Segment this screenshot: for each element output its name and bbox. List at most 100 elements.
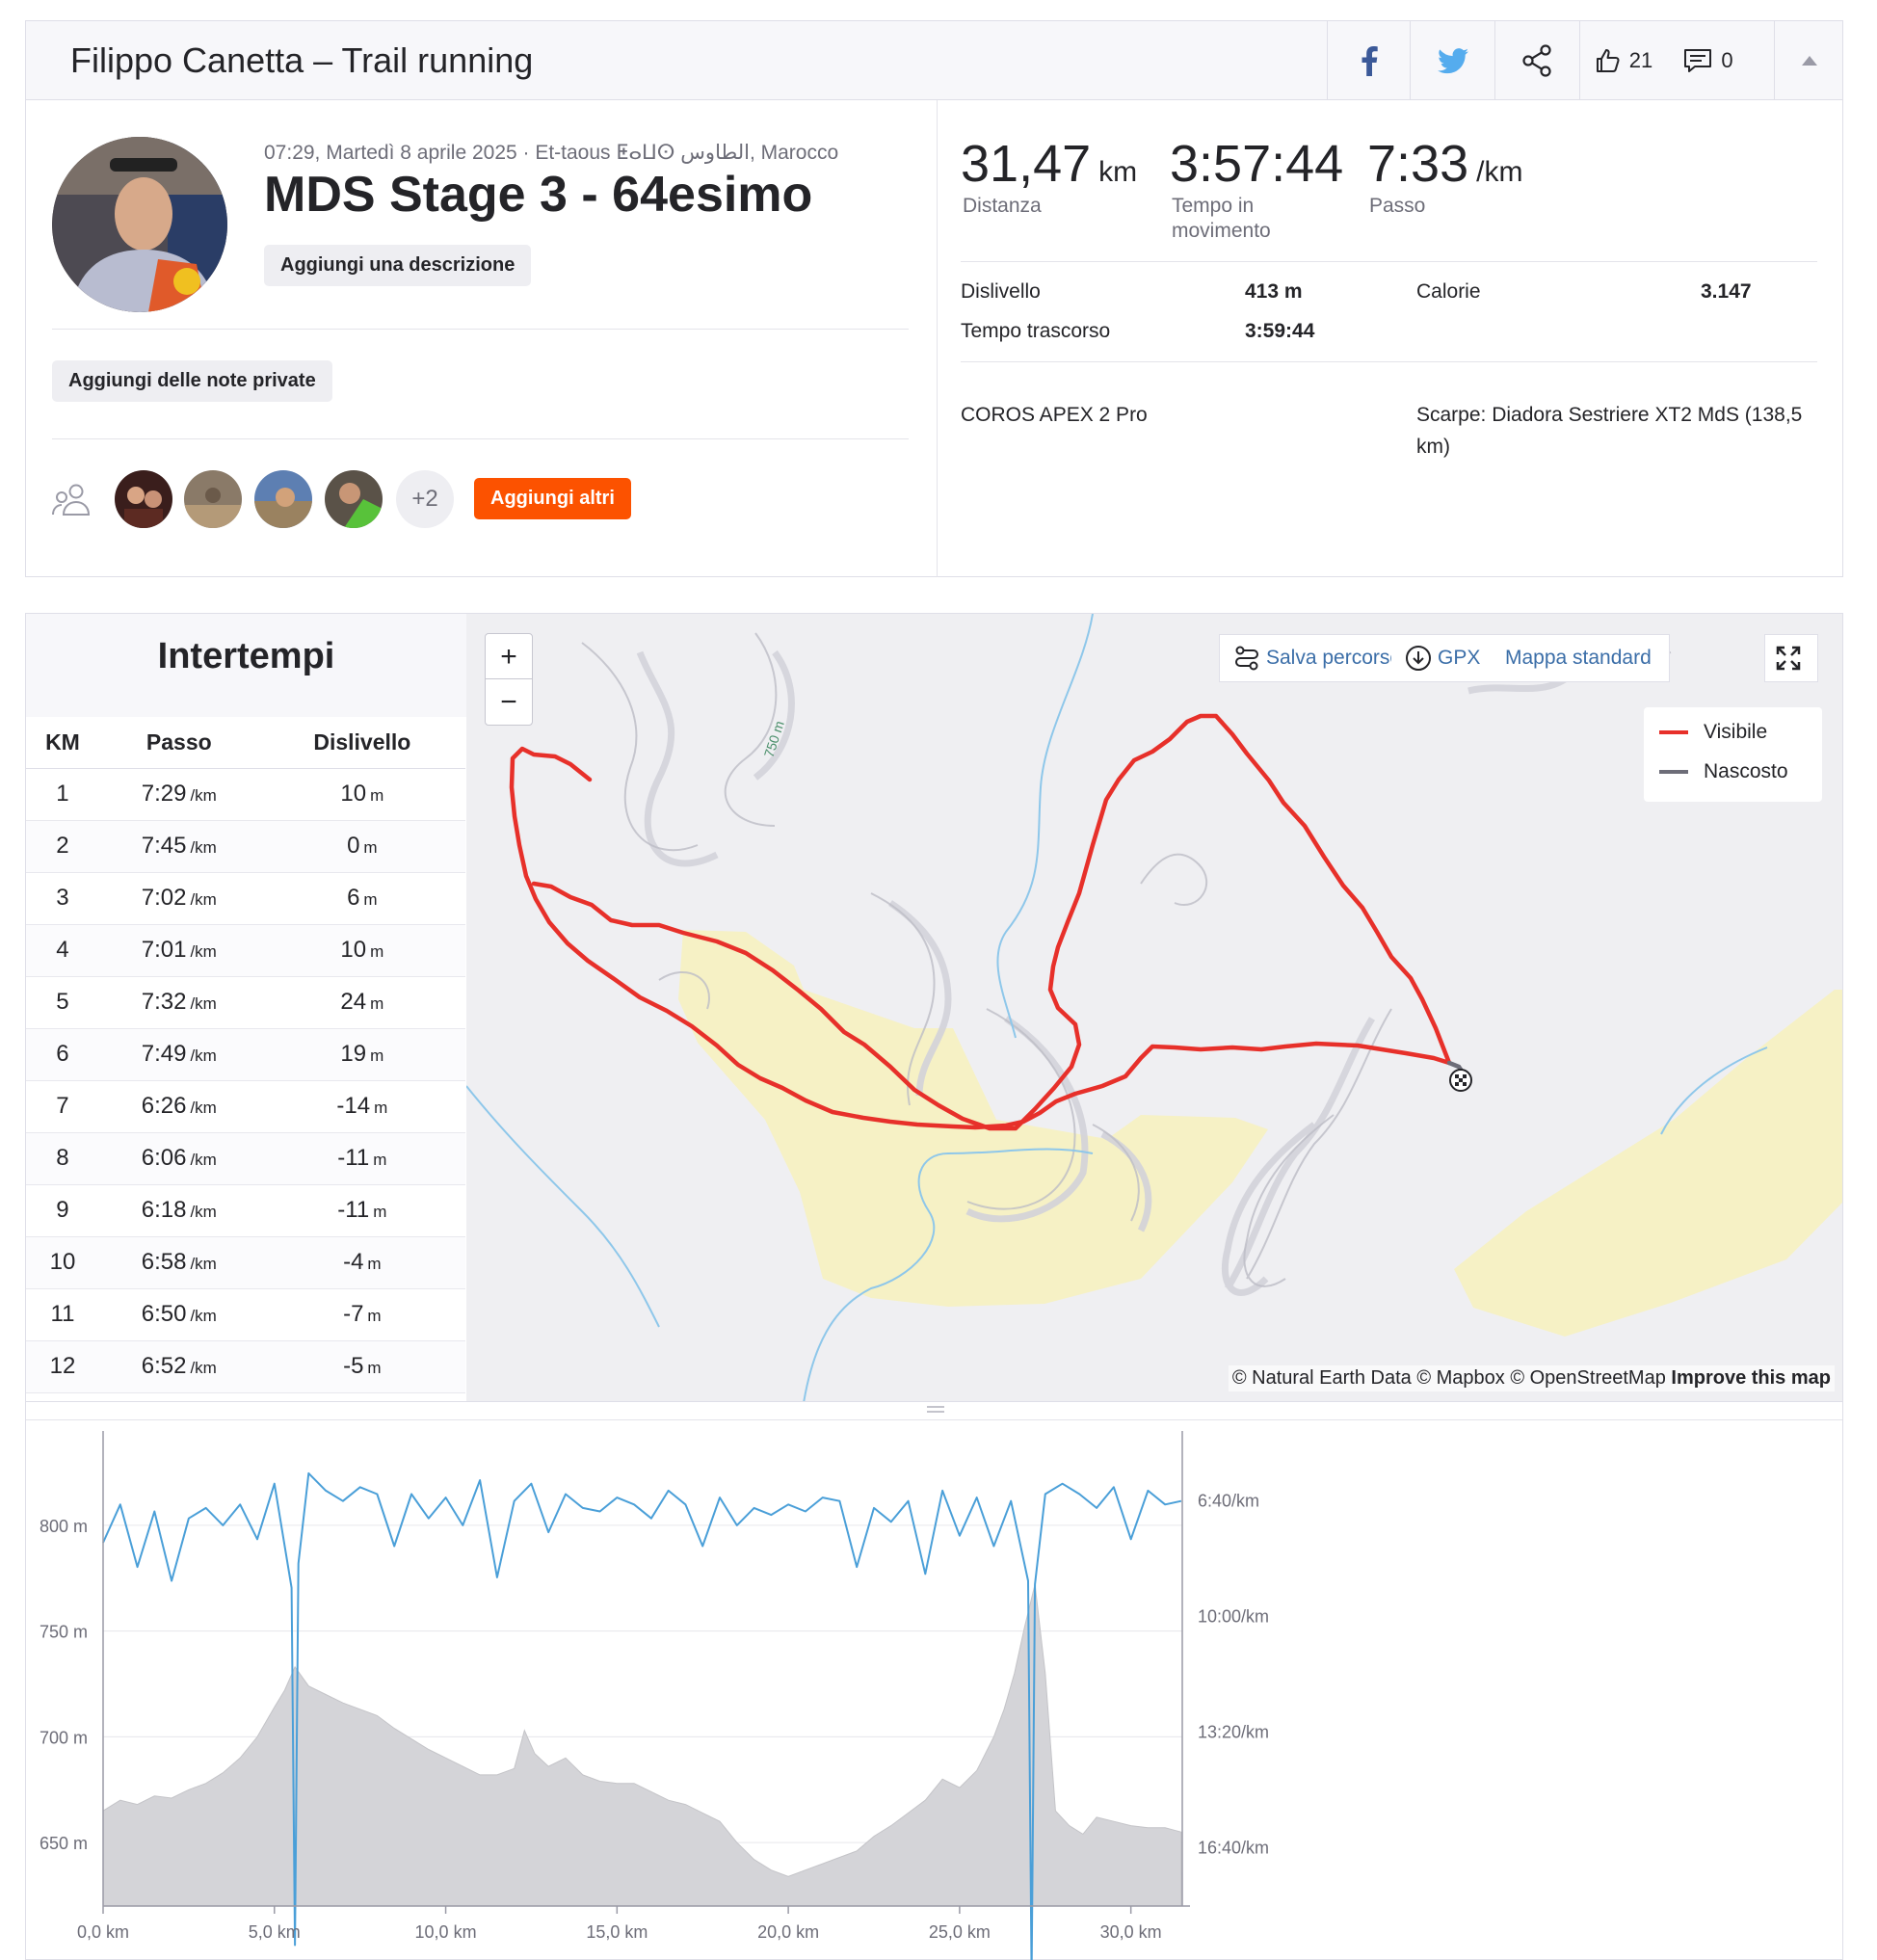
kudos-button[interactable]: 21 [1579, 21, 1666, 100]
map-style-label: Mappa standard [1505, 647, 1652, 669]
split-pace-value: 6:52 [141, 1353, 187, 1379]
improve-map-link[interactable]: Improve this map [1671, 1367, 1831, 1389]
column-divider [937, 100, 938, 577]
splits-title: Intertempi [26, 614, 466, 717]
map-canvas[interactable]: 750 m [466, 614, 1843, 1402]
split-elevation-unit: m [367, 1307, 382, 1325]
attribution-text: © Natural Earth Data © Mapbox © OpenStre… [1231, 1367, 1666, 1389]
splits-rows: 1 7:29/km 10 m 2 7:45/km 0 m 3 7:02/km 6 m 4 7:01/km 1… [26, 768, 465, 1393]
collapse-button[interactable] [1774, 21, 1843, 100]
split-elevation-unit: m [367, 1255, 382, 1273]
resize-handle[interactable] [927, 1406, 944, 1413]
split-pace-value: 7:45 [141, 833, 187, 859]
gpx-button[interactable]: GPX [1391, 634, 1495, 682]
y-tick-label: 650 m [40, 1834, 88, 1853]
route-icon [1235, 646, 1258, 671]
split-pace-value: 6:18 [141, 1197, 187, 1223]
table-row: 7 6:26/km -14 m [26, 1080, 465, 1133]
distance-label: Distanza [963, 195, 1042, 217]
download-icon [1406, 646, 1431, 671]
split-km: 2 [26, 820, 99, 873]
group-athlete-photo [325, 470, 383, 528]
fullscreen-button[interactable] [1764, 634, 1818, 682]
split-elevation-value: 6 [347, 885, 360, 911]
sand-area [678, 930, 1268, 1307]
shoes-info[interactable]: Scarpe: Diadora Sestriere XT2 MdS (138,5… [1416, 404, 1803, 458]
zoom-in-button[interactable]: + [486, 634, 532, 679]
legend-label: Nascosto [1704, 760, 1788, 782]
zoom-control: + − [485, 633, 533, 726]
split-pace: 6:58/km [98, 1236, 259, 1289]
moving-time-stat: 3:57:44 [1170, 134, 1343, 194]
group-athlete-avatar[interactable] [325, 470, 383, 528]
elevation-pace-chart[interactable]: 800 m 750 m 700 m 650 m 6:40/km 10:00/km 13:20… [26, 1402, 1842, 1960]
kudos-count: 21 [1628, 48, 1653, 72]
split-pace-unit: /km [190, 1099, 217, 1117]
finish-flag-icon[interactable] [1449, 1069, 1472, 1092]
split-pace-unit: /km [190, 838, 217, 857]
route-visible-line[interactable] [531, 713, 1452, 1131]
route-visible-line[interactable] [509, 746, 1452, 1130]
split-pace: 6:52/km [98, 1340, 259, 1393]
split-elevation-value: -4 [343, 1249, 364, 1275]
split-pace: 6:06/km [98, 1132, 259, 1185]
elevation-area [102, 1584, 1182, 1907]
divider [52, 329, 909, 330]
split-km: 11 [26, 1288, 99, 1341]
map-attribution[interactable]: © Natural Earth Data © Mapbox © OpenStre… [1228, 1365, 1835, 1391]
group-athlete-avatar[interactable] [115, 470, 172, 528]
save-route-button[interactable]: Salva percorso [1219, 634, 1416, 682]
share-icon [1521, 44, 1551, 77]
legend-item-hidden: Nascosto [1659, 760, 1788, 783]
split-elevation-value: 24 [340, 989, 367, 1015]
split-elevation: -4 m [258, 1236, 465, 1289]
split-elevation-unit: m [370, 994, 384, 1013]
comments-count: 0 [1721, 48, 1733, 72]
split-elevation-unit: m [373, 1203, 387, 1221]
table-row: 9 6:18/km -11 m [26, 1184, 465, 1237]
athlete-avatar[interactable] [52, 137, 227, 312]
group-athlete-photo [254, 470, 312, 528]
table-row: 6 7:49/km 19 m [26, 1028, 465, 1081]
more-athletes-badge[interactable]: +2 [396, 470, 454, 528]
add-description-button[interactable]: Aggiungi una descrizione [264, 245, 532, 286]
add-others-button[interactable]: Aggiungi altri [474, 478, 631, 519]
facebook-share-button[interactable] [1327, 21, 1410, 100]
calories-label: Calorie [1416, 280, 1481, 303]
split-elevation-value: -11 [337, 1145, 370, 1171]
split-elevation: -11 m [258, 1184, 465, 1237]
moving-time-label: Tempo in movimento [1172, 195, 1271, 242]
y2-tick-label: 16:40/km [1198, 1839, 1269, 1858]
add-private-notes-button[interactable]: Aggiungi delle note private [52, 360, 332, 402]
split-pace-value: 7:02 [141, 885, 187, 911]
y-tick-label: 800 m [40, 1517, 88, 1536]
zoom-out-button[interactable]: − [500, 686, 517, 718]
split-pace: 7:49/km [98, 1028, 259, 1081]
activity-summary-card: Filippo Canetta – Trail running 21 0 [25, 20, 1843, 577]
split-pace-value: 7:01 [141, 937, 187, 963]
distance-value: 31,47 [961, 135, 1092, 193]
legend-swatch [1659, 770, 1688, 774]
comments-button[interactable]: 0 [1666, 21, 1751, 100]
pace-line [102, 1471, 1182, 1960]
split-elevation: -11 m [258, 1132, 465, 1185]
table-row: 2 7:45/km 0 m [26, 820, 465, 873]
map-style-dropdown[interactable]: Mappa standard [1492, 634, 1670, 682]
split-elevation-value: 10 [340, 937, 367, 963]
group-athlete-avatar[interactable] [184, 470, 242, 528]
twitter-share-button[interactable] [1410, 21, 1494, 100]
split-pace-unit: /km [190, 1046, 217, 1065]
split-elevation: -14 m [258, 1080, 465, 1133]
split-pace-unit: /km [190, 1151, 217, 1169]
split-pace-value: 6:06 [141, 1145, 187, 1171]
group-icon [52, 483, 94, 520]
route-map[interactable]: 750 m + − Salva percorso GPX Mappa stand… [466, 613, 1843, 1402]
elevation-value: 413 m [1245, 280, 1303, 303]
split-pace-unit: /km [190, 1307, 217, 1325]
group-athlete-avatar[interactable] [254, 470, 312, 528]
share-button[interactable] [1494, 21, 1579, 100]
route-legend: Visibile Nascosto [1644, 707, 1822, 802]
split-elevation: 24 m [258, 976, 465, 1029]
